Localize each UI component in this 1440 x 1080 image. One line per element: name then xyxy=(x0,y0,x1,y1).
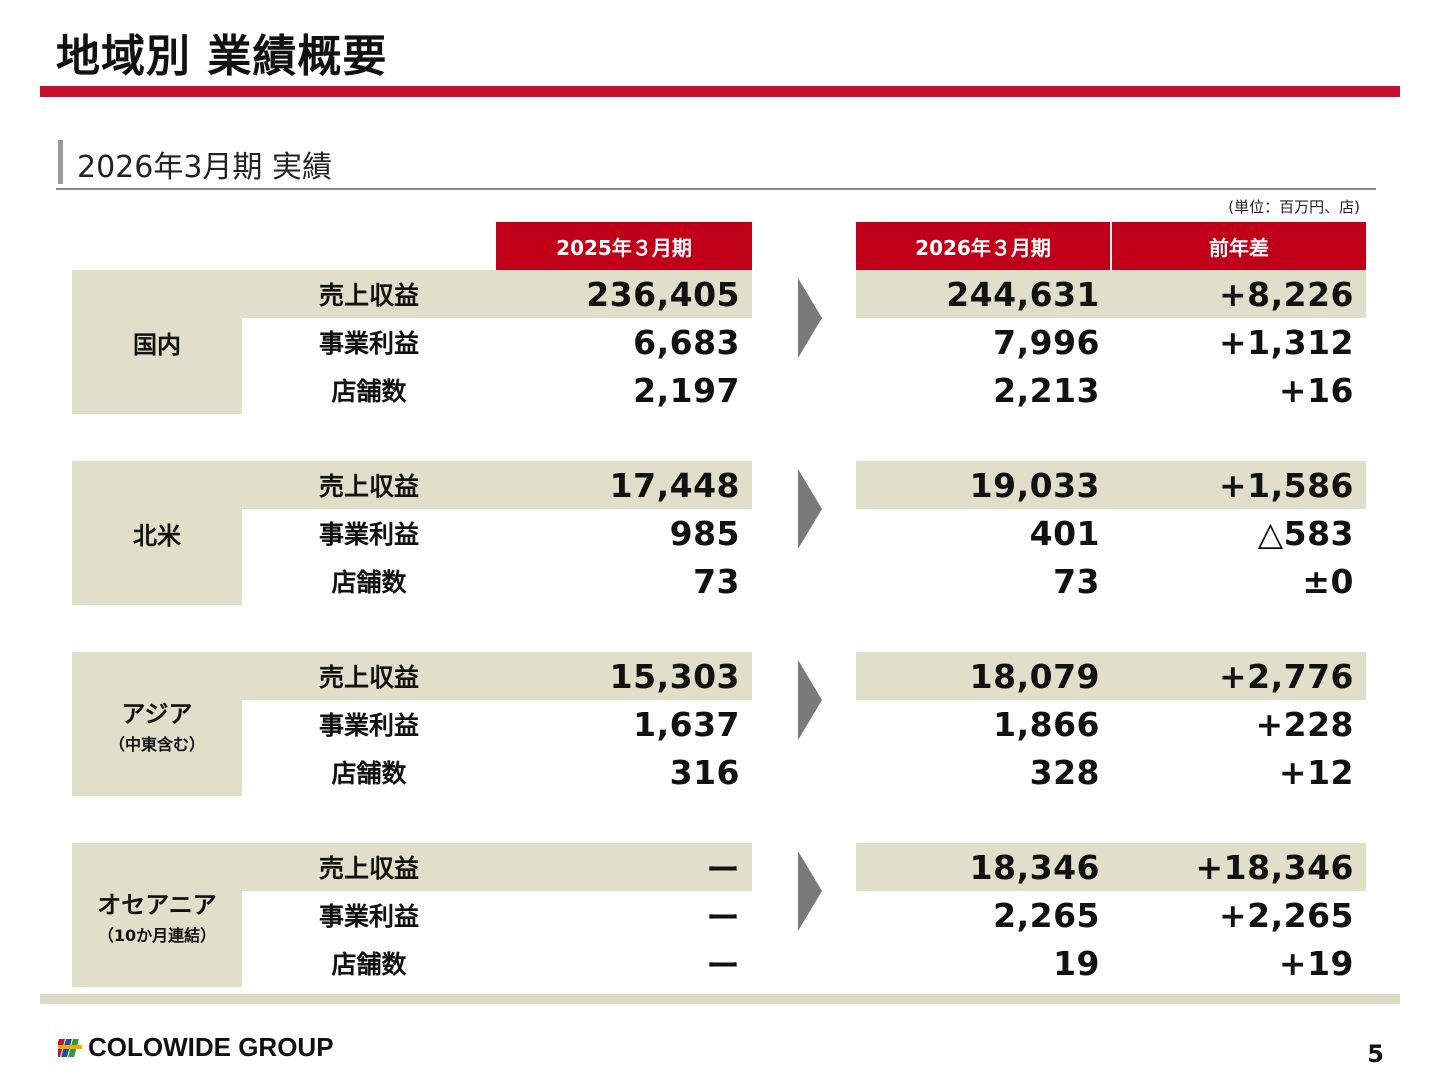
table-row: 売上収益 15,303 18,079 +2,776 xyxy=(0,652,1440,700)
region-name: 国内 xyxy=(133,330,181,359)
metric-label: 事業利益 xyxy=(318,711,419,740)
region-name: アジア xyxy=(121,699,193,728)
region-name: 北米 xyxy=(133,521,181,550)
table-row: 事業利益 ー 2,265 +2,265 xyxy=(0,891,1440,939)
value-prev: ー xyxy=(706,946,740,985)
region-block-domestic: 国内 売上収益 236,405 244,631 +8,226 事業利益 6,68… xyxy=(0,270,1440,414)
column-header-prev: 2025年３月期 xyxy=(496,222,752,270)
table-row: 事業利益 1,637 1,866 +228 xyxy=(0,700,1440,748)
table-row: 売上収益 236,405 244,631 +8,226 xyxy=(0,270,1440,318)
arrow-right-icon xyxy=(798,278,822,358)
section-subtitle: 2026年3月期 実績 xyxy=(77,150,332,185)
table-row: 売上収益 ー 18,346 +18,346 xyxy=(0,843,1440,891)
table-row: 店舗数 2,197 2,213 +16 xyxy=(0,366,1440,414)
metric-label: 事業利益 xyxy=(318,329,419,358)
region-block-asia: アジア （中東含む） 売上収益 15,303 18,079 +2,776 事業利… xyxy=(0,652,1440,796)
value-prev: 985 xyxy=(669,513,740,553)
metric-label: 売上収益 xyxy=(318,854,419,883)
region-label: アジア （中東含む） xyxy=(72,652,242,796)
metric-label: 店舗数 xyxy=(331,759,407,788)
value-diff: +8,226 xyxy=(1218,274,1354,314)
value-diff: +12 xyxy=(1278,752,1354,792)
value-curr: 244,631 xyxy=(946,274,1100,314)
region-name: オセアニア xyxy=(97,890,217,919)
region-label: オセアニア （10か月連結） xyxy=(72,843,242,987)
value-diff: △583 xyxy=(1257,513,1354,553)
value-prev: 1,637 xyxy=(633,704,740,744)
table-row: 店舗数 316 328 +12 xyxy=(0,748,1440,796)
table-row: 事業利益 6,683 7,996 +1,312 xyxy=(0,318,1440,366)
arrow-right-icon xyxy=(798,660,822,740)
value-curr: 18,079 xyxy=(969,656,1100,696)
table-row: 店舗数 ー 19 +19 xyxy=(0,939,1440,987)
metric-label: 店舗数 xyxy=(331,568,407,597)
metric-label: 事業利益 xyxy=(318,902,419,931)
value-prev: 15,303 xyxy=(609,656,740,696)
value-prev: ー xyxy=(706,850,740,889)
region-label: 北米 xyxy=(72,461,242,605)
logo-text: COLOWIDE GROUP xyxy=(88,1032,334,1062)
page-number: 5 xyxy=(1367,1040,1384,1068)
value-diff: +1,312 xyxy=(1218,322,1354,362)
metric-label: 売上収益 xyxy=(318,472,419,501)
metric-label: 店舗数 xyxy=(331,950,407,979)
value-curr: 2,265 xyxy=(993,895,1100,935)
subtitle-divider xyxy=(56,188,1376,190)
region-note: （10か月連結） xyxy=(97,925,217,945)
title-divider xyxy=(40,86,1400,97)
metric-label: 売上収益 xyxy=(318,663,419,692)
region-label: 国内 xyxy=(72,270,242,414)
value-curr: 2,213 xyxy=(993,370,1100,410)
value-diff: +2,776 xyxy=(1218,656,1354,696)
value-prev: 316 xyxy=(669,752,740,792)
value-prev: 17,448 xyxy=(609,465,740,505)
column-header-curr: 2026年３月期 xyxy=(856,222,1110,270)
value-diff: ±0 xyxy=(1302,561,1354,601)
subtitle-accent-bar xyxy=(58,140,63,184)
table-row: 事業利益 985 401 △583 xyxy=(0,509,1440,557)
arrow-right-icon xyxy=(798,469,822,549)
value-diff: +18,346 xyxy=(1195,847,1354,887)
column-header-diff: 前年差 xyxy=(1112,222,1366,270)
value-curr: 19,033 xyxy=(969,465,1100,505)
metric-label: 店舗数 xyxy=(331,377,407,406)
value-diff: +16 xyxy=(1278,370,1354,410)
value-diff: +1,586 xyxy=(1218,465,1354,505)
value-curr: 73 xyxy=(1053,561,1100,601)
table-row: 売上収益 17,448 19,033 +1,586 xyxy=(0,461,1440,509)
value-curr: 7,996 xyxy=(993,322,1100,362)
metric-label: 売上収益 xyxy=(318,281,419,310)
region-note: （中東含む） xyxy=(108,734,205,754)
value-curr: 328 xyxy=(1029,752,1100,792)
value-prev: 6,683 xyxy=(633,322,740,362)
value-diff: +228 xyxy=(1255,704,1354,744)
table-row: 店舗数 73 73 ±0 xyxy=(0,557,1440,605)
value-curr: 19 xyxy=(1053,943,1100,983)
page-title: 地域別 業績概要 xyxy=(56,31,388,82)
company-logo: COLOWIDE GROUP xyxy=(58,1032,334,1063)
value-prev: 236,405 xyxy=(586,274,740,314)
metric-label: 事業利益 xyxy=(318,520,419,549)
footer-divider xyxy=(40,994,1400,1004)
region-block-oceania: オセアニア （10か月連結） 売上収益 ー 18,346 +18,346 事業利… xyxy=(0,843,1440,987)
value-diff: +2,265 xyxy=(1218,895,1354,935)
value-curr: 18,346 xyxy=(969,847,1100,887)
value-curr: 1,866 xyxy=(993,704,1100,744)
value-diff: +19 xyxy=(1278,943,1354,983)
value-curr: 401 xyxy=(1029,513,1100,553)
unit-note: (単位：百万円、店) xyxy=(1228,198,1360,216)
arrow-right-icon xyxy=(798,851,822,931)
value-prev: ー xyxy=(706,898,740,937)
region-block-north-america: 北米 売上収益 17,448 19,033 +1,586 事業利益 985 40… xyxy=(0,461,1440,605)
value-prev: 73 xyxy=(693,561,740,601)
colowide-mark-icon xyxy=(58,1038,82,1057)
value-prev: 2,197 xyxy=(633,370,740,410)
